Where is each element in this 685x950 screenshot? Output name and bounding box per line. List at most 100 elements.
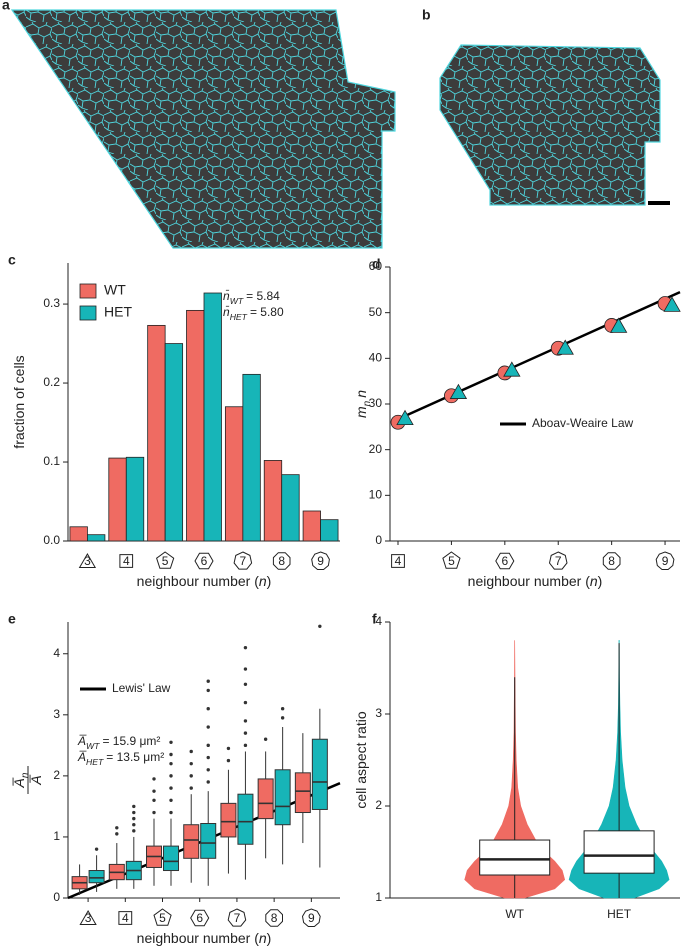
bar (281, 474, 300, 542)
box (220, 802, 237, 838)
y-tick-label: 1 (375, 890, 382, 904)
bar (108, 457, 127, 542)
y-axis-label-part: fraction of cells (11, 355, 27, 448)
scale-bar (648, 201, 670, 205)
category-shape (79, 910, 97, 925)
x-tick-label: 5 (162, 554, 169, 568)
x-tick-label: 8 (608, 554, 615, 568)
category-shape (227, 908, 247, 927)
y-axis-label: cell aspect ratio (353, 711, 369, 808)
x-tick-label: WT (505, 907, 524, 921)
x-tick-label: HET (607, 907, 632, 921)
x-tick-label: 4 (395, 554, 402, 568)
point (449, 383, 468, 399)
panel-label: d (372, 256, 381, 272)
box (294, 772, 311, 814)
box (183, 824, 200, 859)
annotation: A̅HET = 13.5 μm² (77, 750, 164, 767)
y-axis-label: mnn (353, 390, 373, 418)
y-axis-label-part: A̅ (28, 774, 44, 786)
outlier (263, 737, 268, 741)
panel-label: b (422, 7, 431, 23)
outlier (226, 746, 231, 751)
category-shape (311, 551, 330, 570)
outlier (152, 777, 156, 781)
x-tick-label: 7 (555, 554, 562, 568)
category-shape (233, 551, 253, 570)
x-tick-label: 6 (196, 911, 203, 925)
outlier (132, 829, 136, 833)
category-shape (391, 554, 405, 568)
category-shape (78, 553, 97, 568)
outlier (206, 679, 210, 683)
legend-label: Aboav-Weaire Law (532, 416, 633, 430)
outlier (189, 761, 193, 766)
annotation-part: HET (230, 312, 248, 322)
point (556, 339, 574, 355)
outlier (169, 786, 173, 790)
outlier (280, 716, 285, 720)
legend-label: Lewis' Law (112, 681, 171, 695)
x-axis-label-part: n (259, 930, 267, 946)
box (479, 839, 551, 876)
legend-swatch (79, 283, 97, 299)
y-tick-label: 10 (369, 488, 383, 502)
outlier (132, 810, 136, 815)
category-shape (301, 908, 321, 927)
outlier (169, 798, 173, 803)
outlier (152, 810, 156, 815)
y-axis-label-part: n (20, 772, 31, 778)
annotation-part: HET (86, 757, 104, 767)
bar (147, 324, 166, 542)
y-axis-label: fraction of cells (11, 355, 27, 448)
bar (125, 456, 145, 542)
outlier (243, 731, 248, 735)
box (583, 830, 655, 874)
annotation-part: A̅ (77, 750, 87, 764)
outlier (169, 740, 173, 744)
panel-label: f (372, 611, 377, 627)
annotation-part: WT (230, 296, 244, 306)
y-axis-label: A̅ (28, 774, 44, 786)
image-b (439, 44, 661, 206)
bar (203, 292, 222, 542)
x-tick-label: 5 (448, 554, 455, 568)
category-shape (495, 552, 515, 570)
category-shape (194, 552, 214, 570)
y-axis-label-part: m (353, 406, 369, 418)
outlier (206, 725, 210, 729)
annotation-part: = 13.5 μm² (106, 750, 164, 764)
x-axis-label: neighbour number (n) (468, 573, 603, 589)
bar (263, 460, 283, 542)
y-tick-label: 1 (53, 829, 60, 843)
legend-label: WT (104, 282, 126, 298)
outlier (189, 786, 193, 790)
point (396, 409, 414, 426)
x-tick-label: 6 (501, 554, 508, 568)
outlier (206, 768, 210, 772)
y-tick-label: 0.3 (43, 296, 60, 310)
outlier (280, 707, 285, 711)
category-shape (190, 909, 210, 927)
y-tick-label: 0 (53, 890, 60, 904)
x-axis-label-part: neighbour number ( (468, 573, 591, 589)
x-tick-label: 8 (271, 911, 278, 925)
x-axis-label: neighbour number (n) (137, 573, 272, 589)
y-tick-label: 30 (369, 396, 383, 410)
outlier (152, 789, 156, 793)
point (503, 361, 521, 377)
outlier (115, 826, 119, 830)
x-tick-label: 4 (122, 911, 129, 925)
annotation: n̄WT = 5.84 (223, 289, 280, 306)
category-shape (156, 551, 175, 569)
outlier (243, 645, 248, 650)
y-axis-label-part: cell aspect ratio (353, 711, 369, 808)
bar (242, 373, 261, 542)
annotation-part: = 5.80 (250, 305, 284, 319)
outlier (169, 752, 173, 757)
y-tick-label: 40 (369, 351, 383, 365)
category-shape (118, 911, 133, 925)
x-axis-label-part: neighbour number ( (137, 930, 260, 946)
